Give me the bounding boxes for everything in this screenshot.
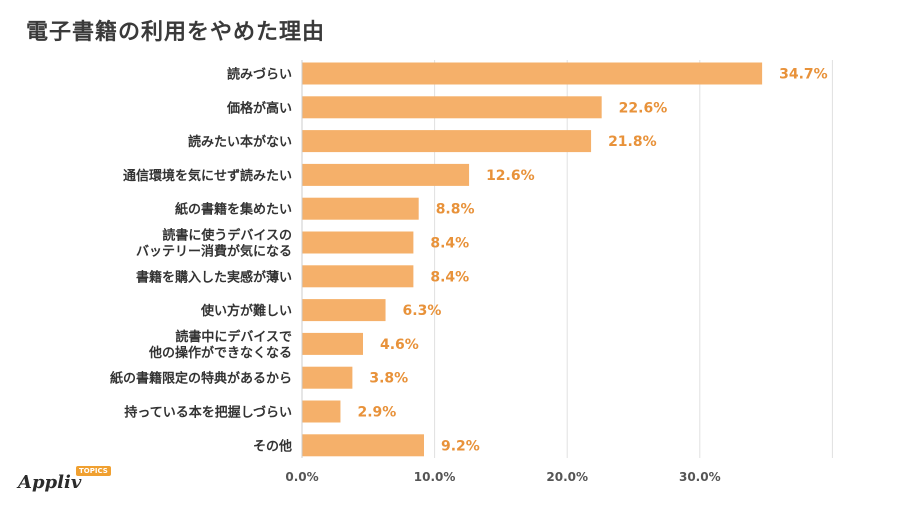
value-label: 12.6%: [486, 168, 535, 184]
category-label: 紙の書籍限定の特典があるから: [110, 371, 292, 387]
bar: [302, 265, 414, 288]
bar: [302, 400, 341, 423]
category-label: 読みたい本がない: [188, 134, 292, 150]
logo-text: Appliv: [18, 472, 82, 493]
category-label: 使い方が難しい: [200, 303, 292, 319]
bar: [302, 62, 763, 85]
category-label: 価格が高い: [226, 100, 292, 116]
value-label: 8.4%: [430, 269, 469, 285]
x-tick-label: 10.0%: [414, 470, 456, 484]
category-label: 通信環境を気にせず読みたい: [123, 168, 292, 184]
value-label: 22.6%: [619, 100, 668, 116]
x-tick-label: 20.0%: [546, 470, 588, 484]
bar: [302, 299, 386, 322]
bar: [302, 332, 363, 355]
category-label: その他: [253, 438, 292, 454]
bar: [302, 197, 419, 220]
value-label: 8.8%: [436, 202, 475, 218]
value-label: 2.9%: [357, 405, 396, 421]
value-label: 34.7%: [779, 67, 828, 83]
value-label: 6.3%: [403, 303, 442, 319]
logo-badge: TOPICS: [76, 466, 111, 476]
bar: [302, 434, 424, 457]
x-tick-label: 30.0%: [679, 470, 721, 484]
bar: [302, 163, 470, 186]
category-label: 読書中にデバイスで他の操作ができなくなる: [148, 329, 292, 361]
value-label: 8.4%: [430, 236, 469, 252]
value-label: 21.8%: [608, 134, 657, 150]
category-label: 持っている本を把握しづらい: [124, 405, 292, 421]
category-label: 読みづらい: [227, 67, 292, 83]
chart-title: 電子書籍の利用をやめた理由: [26, 20, 326, 45]
category-label: 紙の書籍を集めたい: [175, 202, 292, 218]
bar: [302, 130, 592, 153]
category-label: 読書に使うデバイスのバッテリー消費が気になる: [136, 228, 292, 260]
category-label: 書籍を購入した実感が薄い: [136, 269, 292, 285]
appliv-logo: Appliv TOPICS: [18, 466, 118, 496]
value-label: 4.6%: [380, 337, 419, 353]
value-label: 3.8%: [369, 371, 408, 387]
value-label: 9.2%: [441, 438, 480, 454]
bar: [302, 231, 414, 254]
bar: [302, 366, 353, 389]
x-tick-label: 0.0%: [285, 470, 318, 484]
bar: [302, 96, 602, 119]
